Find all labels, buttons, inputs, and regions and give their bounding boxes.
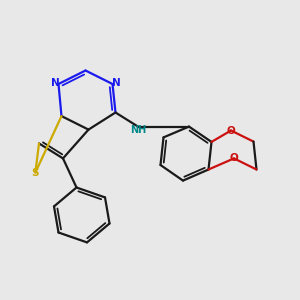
Text: N: N xyxy=(50,77,59,88)
Text: N: N xyxy=(112,77,121,88)
Text: S: S xyxy=(32,167,39,178)
Text: NH: NH xyxy=(130,124,146,135)
Text: O: O xyxy=(230,153,238,164)
Text: O: O xyxy=(226,125,236,136)
